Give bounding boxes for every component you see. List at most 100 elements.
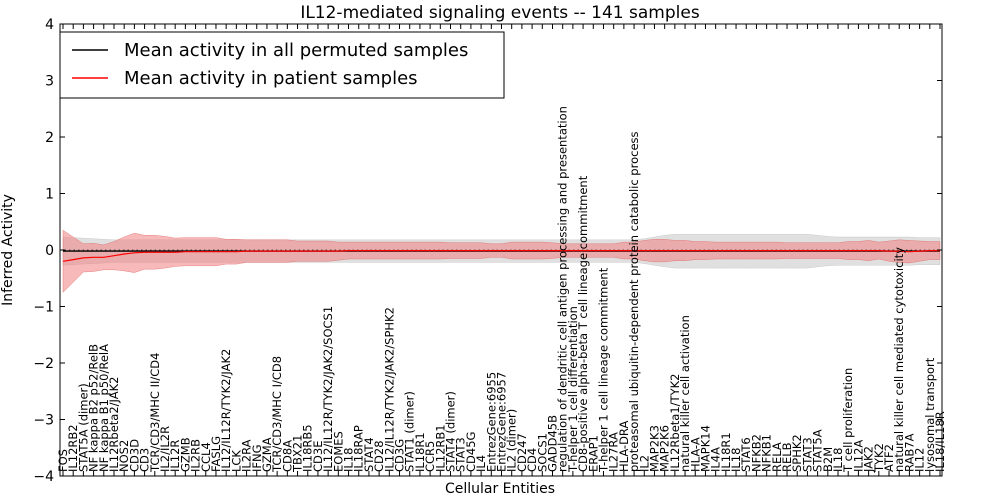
legend-label-permuted: Mean activity in all permuted samples (124, 40, 468, 61)
entity-label: natural killer cell mediated cytotoxicit… (892, 247, 906, 472)
entity-label: STAT4 (dimer) (444, 391, 458, 472)
entity-label: IL2 (dimer) (505, 409, 519, 472)
entity-label: B2M (821, 447, 835, 472)
entity-label: T cell proliferation (841, 368, 855, 473)
entity-label: IL12R (168, 440, 182, 472)
entity-label: ERAP1 (586, 435, 600, 472)
entity-label: IL18RB5 (301, 424, 315, 472)
entity-label: IFNG (250, 444, 264, 472)
entity-label: SPHK2 (790, 434, 804, 472)
entity-label: EntrezGene:6957 (495, 372, 509, 472)
y-tick-label: 4 (45, 17, 54, 33)
entity-label: IL18RAP (352, 425, 366, 472)
entity-label: FASLG (209, 436, 223, 472)
entity-label: IL12 (913, 448, 927, 472)
entity-label: CD8A (280, 440, 294, 472)
entity-label: ATF2 (882, 444, 896, 472)
y-axis-title: Inferred Activity (0, 194, 16, 306)
entity-label: JAK2 (862, 446, 876, 473)
entity-label: IL2RA (240, 439, 254, 472)
entity-label: IL27RA (607, 432, 621, 472)
entity-label: CD45G (464, 432, 478, 472)
entity-label: IL18R1 (413, 432, 427, 472)
entity-label: IL18R1 (719, 432, 733, 472)
chart-title: IL12-mediated signaling events -- 141 sa… (300, 3, 700, 23)
entity-label: TBX21 (291, 435, 305, 473)
y-tick-label: 1 (45, 187, 54, 203)
entity-label: MAP2K3 (648, 425, 662, 472)
plot-frame (59, 23, 943, 477)
entity-label: CD3E (311, 441, 325, 472)
entity-label: EntrezGene:6955 (484, 372, 498, 472)
entity-label: IL18 (729, 448, 743, 472)
entity-label: IL12RB2 (66, 424, 80, 472)
entity-label: STAT5A (811, 429, 825, 472)
entity-label: CD4 (525, 448, 539, 472)
entity-label: IL18 (342, 448, 356, 472)
entity-label: GADD45B (546, 415, 560, 472)
legend-box (59, 31, 505, 99)
entity-label: SOCS1 (535, 433, 549, 472)
legend-label-patient: Mean activity in patient samples (124, 68, 418, 89)
y-tick-label: −2 (33, 356, 54, 372)
y-tick-label: −1 (33, 300, 54, 316)
entity-label: CD3 (138, 448, 152, 472)
entity-label: NF kappa B1 p50/RelA (97, 344, 111, 472)
patient-mean-line (62, 250, 940, 262)
entity-label: regulation of dendritic cell antigen pro… (556, 106, 570, 472)
entity-label: IL2/IL2R (158, 426, 172, 472)
entity-label: IL18/IL18R (933, 411, 947, 472)
entity-label: T-helper 1 cell lineage commitment (597, 267, 611, 473)
entity-label: IL4A (709, 447, 723, 472)
entity-label: CD8-positive alpha-beta T cell lineage c… (576, 175, 590, 472)
entity-label: T-helper 1 cell differentiation (566, 306, 580, 473)
entity-label: IL18 (831, 448, 845, 472)
entity-label: NFKB2 (749, 434, 763, 472)
x-axis-title: Cellular Entities (445, 481, 555, 497)
entity-label: MAPK14 (699, 425, 713, 472)
y-tick-label: 0 (45, 243, 54, 259)
entity-label: TCR/CD3/MHC II/CD4 (148, 353, 162, 473)
entity-label: CD3G (393, 439, 407, 472)
entity-label: EOMES (331, 431, 345, 472)
entity-label: STAT4 (362, 437, 376, 472)
y-tick-label: 2 (45, 130, 54, 146)
legend: Mean activity in all permuted samples Me… (59, 31, 505, 99)
entity-label: TYK2 (872, 443, 886, 473)
entity-label: proteasomal ubiquitin-dependent protein … (627, 131, 641, 472)
y-tick-label: 3 (45, 74, 54, 90)
entity-label: IL12Rbeta1/TYK2 (668, 374, 682, 472)
entity-label: RELA (770, 442, 784, 472)
entity-label: IL2 (637, 455, 651, 472)
entity-label: RAB7A (902, 433, 916, 472)
entity-label: CD247 (515, 433, 529, 472)
plot-area (60, 229, 942, 294)
entity-label: RELB (780, 442, 794, 472)
entity-label: HLA-A (688, 437, 702, 472)
entity-label: STAT5A (dimer) (76, 383, 90, 472)
entity-label: NOS2 (117, 440, 131, 472)
entity-label: CD3D (127, 439, 141, 472)
entity-label: MAP2K6 (658, 425, 672, 472)
x-axis (62, 24, 941, 476)
entity-label: STAT6 (739, 437, 753, 472)
patient-band (62, 229, 941, 294)
entity-label: TCR/CD3/MHC I/CD8 (270, 356, 284, 473)
entity-label: lysosomal transport (923, 357, 937, 472)
entity-label: STAT3 (454, 437, 468, 472)
entity-label: LCK (229, 450, 243, 472)
entity-label: CCL4 (199, 442, 213, 472)
entity-label: IL2RB (189, 439, 203, 472)
entity-label: GZMB (178, 437, 192, 472)
y-tick-label: −4 (33, 469, 54, 485)
y-tick-label: −3 (33, 413, 54, 429)
entity-label: CCR5 (423, 441, 437, 472)
entity-label: IL12/IL12R/TYK2/JAK2/SPHK2 (382, 307, 396, 472)
entity-label: GZMA (260, 437, 274, 472)
entity-label: IL12/IL12R/TYK2/JAK2 (219, 349, 233, 472)
entity-label: IL4 (474, 455, 488, 472)
entity-label: NF kappa B2 p52/RelB (87, 344, 101, 472)
entity-label: IL12Rbeta2/JAK2 (107, 377, 121, 472)
entity-label: HLA-DRA (617, 421, 631, 472)
